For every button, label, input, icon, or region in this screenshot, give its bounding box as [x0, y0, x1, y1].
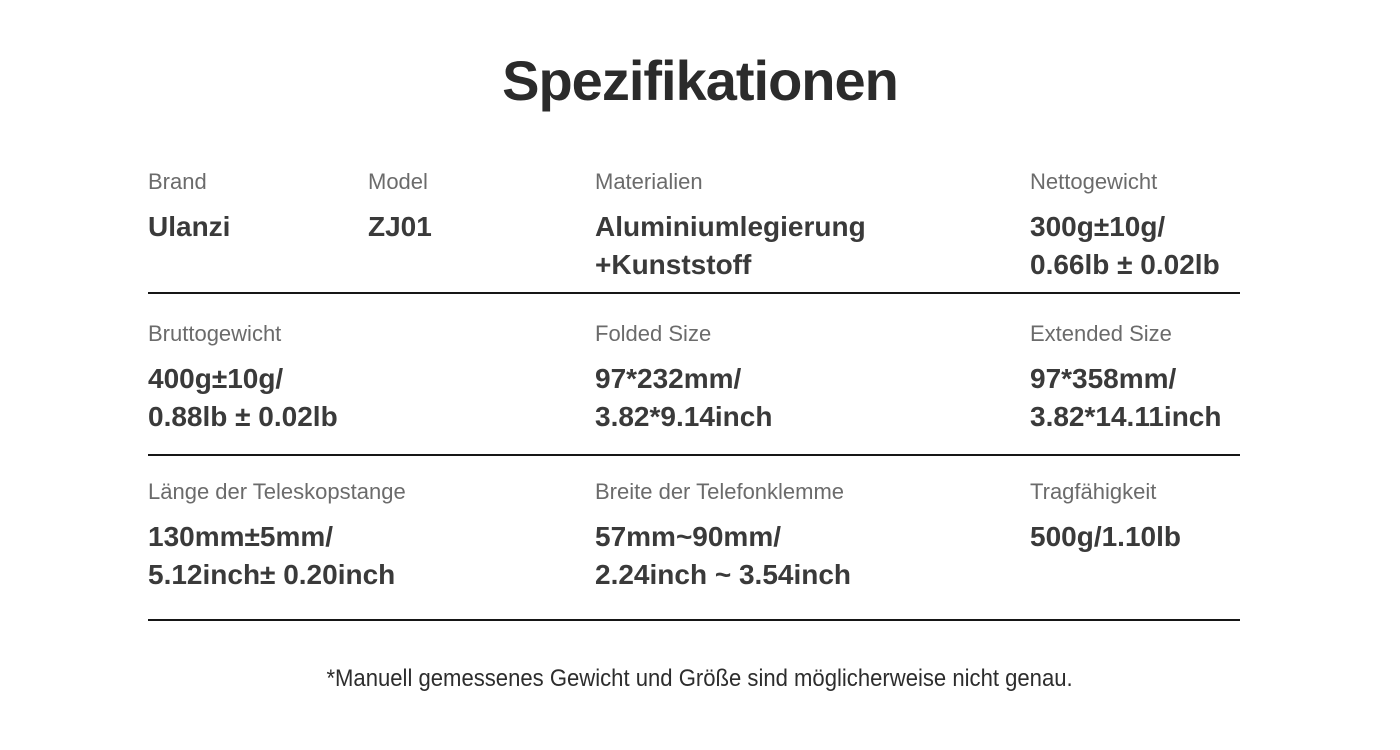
spec-value-line: 0.66lb ± 0.02lb	[1030, 249, 1220, 280]
spec-value-line: +Kunststoff	[595, 249, 752, 280]
spec-value-pole-length: 130mm±5mm/ 5.12inch± 0.20inch	[148, 518, 595, 594]
spec-value-line: Aluminiumlegierung	[595, 211, 866, 242]
spec-row-3: Länge der Teleskopstange 130mm±5mm/ 5.12…	[148, 478, 1240, 594]
divider	[148, 619, 1240, 621]
spec-cell-load-capacity: Tragfähigkeit 500g/1.10lb	[1030, 478, 1240, 556]
spec-value-line: 97*232mm/	[595, 363, 742, 394]
spec-label-pole-length: Länge der Teleskopstange	[148, 479, 406, 504]
spec-label-materials: Materialien	[595, 169, 703, 194]
divider	[148, 454, 1240, 456]
spec-label-load-capacity: Tragfähigkeit	[1030, 479, 1157, 504]
spec-value-line: 3.82*14.11inch	[1030, 401, 1222, 432]
spec-value-line: 0.88lb ± 0.02lb	[148, 401, 338, 432]
page-title: Spezifikationen	[502, 49, 899, 112]
spec-value-line: 5.12inch± 0.20inch	[148, 559, 396, 590]
footnote: *Manuell gemessenes Gewicht und Größe si…	[0, 664, 1400, 694]
spec-value-folded-size: 97*232mm/ 3.82*9.14inch	[595, 360, 1030, 436]
spec-label-clamp-width: Breite der Telefonklemme	[595, 479, 845, 504]
spec-value-materials: Aluminiumlegierung +Kunststoff	[595, 208, 1030, 284]
spec-value-clamp-width: 57mm~90mm/ 2.24inch ~ 3.54inch	[595, 518, 1030, 594]
spec-value-line: 500g/1.10lb	[1030, 521, 1181, 552]
spec-cell-brand: Brand Ulanzi	[148, 168, 368, 246]
spec-value-line: 97*358mm/	[1030, 363, 1177, 394]
spec-cell-folded-size: Folded Size 97*232mm/ 3.82*9.14inch	[595, 320, 1030, 436]
spec-value-gross-weight: 400g±10g/ 0.88lb ± 0.02lb	[148, 360, 595, 436]
spec-row-2: Bruttogewicht 400g±10g/ 0.88lb ± 0.02lb …	[148, 320, 1240, 436]
spec-value-line: 400g±10g/	[148, 363, 284, 394]
spec-label-folded-size: Folded Size	[595, 321, 712, 346]
spec-value-load-capacity: 500g/1.10lb	[1030, 518, 1240, 556]
spec-cell-pole-length: Länge der Teleskopstange 130mm±5mm/ 5.12…	[148, 478, 595, 594]
spec-label-net-weight: Nettogewicht	[1030, 169, 1158, 194]
spec-cell-clamp-width: Breite der Telefonklemme 57mm~90mm/ 2.24…	[595, 478, 1030, 594]
spec-label-model: Model	[368, 169, 428, 194]
spec-value-line: 2.24inch ~ 3.54inch	[595, 559, 852, 590]
divider	[148, 292, 1240, 294]
spec-value-model: ZJ01	[368, 208, 595, 246]
spec-value-net-weight: 300g±10g/ 0.66lb ± 0.02lb	[1030, 208, 1240, 284]
spec-value-extended-size: 97*358mm/ 3.82*14.11inch	[1030, 360, 1240, 436]
spec-value-line: 57mm~90mm/	[595, 521, 782, 552]
footnote-text: *Manuell gemessenes Gewicht und Größe si…	[326, 665, 1074, 692]
spec-label-gross-weight: Bruttogewicht	[148, 321, 282, 346]
spec-value-line: 3.82*9.14inch	[595, 401, 773, 432]
spec-row-1: Brand Ulanzi Model ZJ01 Materialien Alum…	[148, 168, 1240, 284]
spec-value-line: Ulanzi	[148, 211, 231, 242]
spec-label-extended-size: Extended Size	[1030, 321, 1172, 346]
spec-label-brand: Brand	[148, 169, 207, 194]
spec-cell-model: Model ZJ01	[368, 168, 595, 246]
spec-value-brand: Ulanzi	[148, 208, 368, 246]
spec-cell-extended-size: Extended Size 97*358mm/ 3.82*14.11inch	[1030, 320, 1240, 436]
spec-value-line: 130mm±5mm/	[148, 521, 334, 552]
spec-cell-net-weight: Nettogewicht 300g±10g/ 0.66lb ± 0.02lb	[1030, 168, 1240, 284]
spec-value-line: ZJ01	[368, 211, 432, 242]
spec-cell-gross-weight: Bruttogewicht 400g±10g/ 0.88lb ± 0.02lb	[148, 320, 595, 436]
spec-cell-materials: Materialien Aluminiumlegierung +Kunststo…	[595, 168, 1030, 284]
spec-value-line: 300g±10g/	[1030, 211, 1166, 242]
